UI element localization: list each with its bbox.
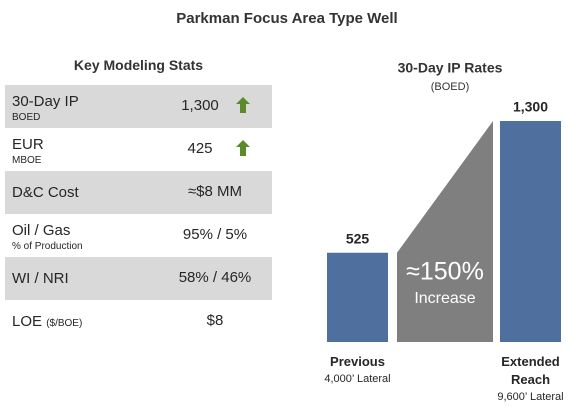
- x-tick-sublabel: 4,000’ Lateral: [324, 373, 391, 385]
- annotation-label: Increase: [414, 290, 475, 307]
- bar: [327, 252, 388, 342]
- up-arrow: [236, 97, 250, 113]
- row-value: 1,300: [181, 97, 219, 114]
- value-label: 1,300: [513, 99, 548, 115]
- row-unit: ($/BOE): [46, 318, 83, 329]
- row-label-wrap: LOE ($/BOE): [12, 313, 82, 330]
- x-tick-label: Previous: [330, 354, 385, 369]
- row-value: 58% / 46%: [178, 269, 252, 286]
- bar: [500, 121, 561, 342]
- row-value: 425: [187, 140, 213, 157]
- increase-shape: [397, 121, 493, 342]
- row-sublabel: BOED: [12, 112, 41, 123]
- row-sublabel: % of Production: [12, 241, 83, 252]
- row-label: Oil / Gas: [12, 222, 71, 239]
- table-row: LOE ($/BOE) $8: [5, 300, 272, 343]
- table-row: Oil / Gas % of Production 95% / 5%: [5, 214, 272, 257]
- table-row: EUR MBOE 425: [5, 128, 272, 171]
- value-label: 525: [346, 230, 370, 246]
- row-label: D&C Cost: [12, 184, 79, 201]
- row-value: 95% / 5%: [182, 226, 248, 243]
- chart-title: 30-Day IP Rates: [398, 60, 503, 76]
- annotation-value: ≈150%: [406, 258, 484, 286]
- x-tick-label: Extended Reach: [501, 354, 560, 387]
- row-value: ≈$8 MM: [187, 183, 243, 200]
- row-label: 30-Day IP: [12, 93, 79, 110]
- row-label: EUR: [12, 136, 44, 153]
- table-title: Key Modeling Stats: [73, 57, 204, 73]
- row-label: WI / NRI: [12, 270, 69, 287]
- row-value: $8: [206, 312, 224, 329]
- page-title: Parkman Focus Area Type Well: [176, 10, 398, 27]
- chart-subtitle: (BOED): [431, 81, 470, 93]
- table-row: D&C Cost ≈$8 MM: [5, 171, 272, 214]
- table-row: 30-Day IP BOED 1,300: [5, 85, 272, 128]
- row-label: LOE: [12, 313, 43, 330]
- up-arrow: [236, 140, 250, 156]
- table-row: WI / NRI 58% / 46%: [5, 257, 272, 300]
- x-tick-sublabel: 9,600’ Lateral: [497, 391, 564, 403]
- row-sublabel: MBOE: [12, 155, 42, 166]
